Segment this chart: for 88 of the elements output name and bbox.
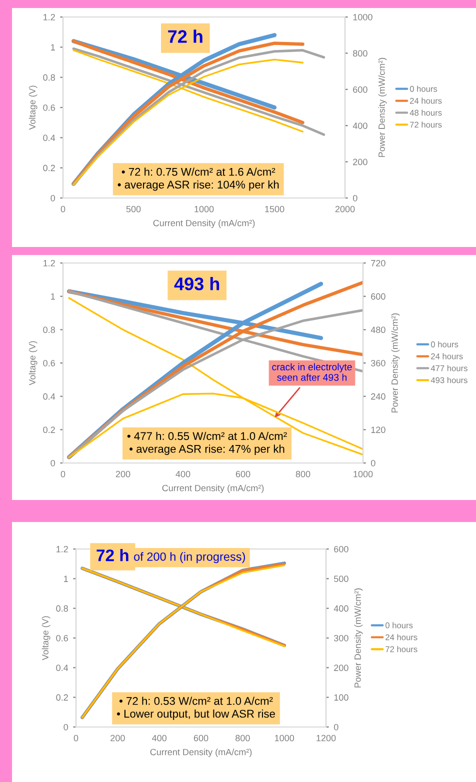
- y-tick-label: 0.2: [43, 426, 55, 434]
- y-tick-label: 1.2: [56, 546, 68, 552]
- legend-label: 72 hours: [410, 122, 442, 128]
- x-tick-label: 0: [74, 734, 78, 742]
- y-tick-label: 0.6: [56, 634, 68, 642]
- y2-axis-title: Power Density (mW/cm²): [391, 313, 400, 412]
- y-axis-title: Voltage (V): [28, 341, 38, 386]
- annotation: • 477 h: 0.55 W/cm² at 1.0 A/cm²: [127, 432, 287, 440]
- y2-tick-label: 400: [334, 605, 348, 612]
- y-axis-title: Voltage (V): [28, 86, 38, 130]
- legend-label: 24 hours: [431, 353, 463, 360]
- y-tick-label: 0.2: [43, 164, 55, 172]
- y2-axis-title: Power Density (mW/cm²): [378, 58, 387, 157]
- y2-axis-title: Power Density (mW/cm²): [354, 588, 363, 688]
- y-tick-label: 0: [64, 724, 68, 730]
- y2-tick-label: 720: [371, 260, 386, 266]
- annotation: • 72 h: 0.75 W/cm² at 1.6 A/cm²: [122, 168, 276, 176]
- legend-label: 0 hours: [430, 341, 458, 348]
- y-tick-label: 1.2: [44, 14, 55, 20]
- y2-tick-label: 120: [371, 426, 386, 434]
- x-tick-label: 1200: [316, 734, 336, 742]
- x-tick-label: 200: [110, 734, 125, 742]
- y-tick-label: 0.4: [43, 393, 56, 400]
- text: 72 h: [168, 30, 202, 43]
- x-tick-label: 1000: [194, 206, 214, 212]
- y2-tick-label: 600: [353, 86, 368, 93]
- x-tick-label: 400: [176, 470, 190, 478]
- annotation: crack in electrolyte seen after 493 h: [272, 363, 352, 381]
- x-tick-label: 800: [236, 734, 250, 742]
- x-tick-label: 1000: [274, 734, 294, 742]
- x-axis-title: Current Density (mA/cm²): [153, 220, 255, 228]
- y-tick-label: 0.8: [43, 74, 55, 81]
- y-tick-label: 0.4: [43, 134, 56, 142]
- chart-subtitle: of 200 h (in progress): [134, 552, 245, 564]
- legend-label: 477 hours: [430, 365, 468, 372]
- x-tick-label: 500: [126, 206, 141, 212]
- y2-tick-label: 1000: [353, 14, 372, 20]
- y2-tick-label: 200: [353, 158, 368, 166]
- x-tick-label: 1500: [265, 206, 284, 212]
- y2-tick-label: 400: [352, 122, 368, 129]
- x-tick-label: 2000: [335, 206, 355, 212]
- y-tick-label: 0.8: [43, 326, 55, 334]
- annotation: • average ASR rise: 47% per kh: [130, 444, 284, 455]
- y2-tick-label: 200: [334, 664, 348, 672]
- x-tick-label: 1000: [354, 470, 373, 478]
- y-tick-label: 0.4: [56, 664, 68, 672]
- legend-label: 72 hours: [386, 646, 418, 652]
- y-tick-label: 1: [51, 293, 55, 300]
- annotation: • average ASR rise: 104% per kh: [118, 180, 279, 191]
- y2-tick-label: 0: [370, 460, 376, 466]
- y-tick-label: 0.2: [56, 694, 68, 701]
- x-tick-label: 200: [116, 470, 130, 478]
- y-tick-label: 1.2: [44, 260, 55, 266]
- annotation: • 72 h: 0.53 W/cm² at 1.0 A/cm²: [119, 696, 273, 705]
- y-tick-label: 1: [51, 44, 55, 50]
- x-tick-label: 600: [236, 470, 250, 478]
- y2-tick-label: 100: [334, 694, 348, 701]
- x-axis-title: Current Density (mA/cm²): [162, 484, 264, 494]
- y2-tick-label: 0: [334, 724, 338, 730]
- y2-tick-label: 600: [371, 293, 386, 300]
- y-tick-label: 0.6: [43, 104, 55, 111]
- annotation: • Lower output, but low ASR rise: [116, 710, 275, 720]
- y-axis-title: Voltage (V): [42, 616, 50, 660]
- y2-tick-label: 800: [353, 50, 368, 57]
- y-tick-label: 0: [50, 194, 56, 202]
- y2-tick-label: 480: [370, 326, 386, 334]
- text: 493 h: [174, 277, 220, 290]
- legend-label: 24 hours: [410, 98, 442, 104]
- legend-label: 0 hours: [385, 622, 413, 628]
- x-tick-label: 600: [194, 734, 208, 742]
- legend-label: 0 hours: [410, 86, 438, 92]
- y2-tick-label: 500: [334, 576, 348, 582]
- y2-tick-label: 600: [334, 546, 348, 552]
- y-tick-label: 0.6: [43, 360, 55, 366]
- legend-label: 24 hours: [386, 634, 418, 640]
- x-tick-label: 800: [296, 470, 310, 478]
- y-tick-label: 1: [64, 576, 68, 582]
- y-tick-label: 0.8: [56, 605, 68, 612]
- chart-title: 72 h: [96, 549, 128, 562]
- y2-tick-label: 240: [371, 393, 386, 400]
- legend-label: 493 hours: [430, 377, 468, 384]
- y2-tick-label: 360: [370, 360, 386, 366]
- x-axis-title: Current Density (mA/cm²): [150, 748, 252, 758]
- legend-label: 48 hours: [410, 110, 442, 116]
- y2-tick-label: 0: [352, 194, 358, 202]
- y-tick-label: 0: [50, 460, 56, 466]
- y2-tick-label: 300: [334, 634, 348, 642]
- x-tick-label: 400: [152, 734, 167, 742]
